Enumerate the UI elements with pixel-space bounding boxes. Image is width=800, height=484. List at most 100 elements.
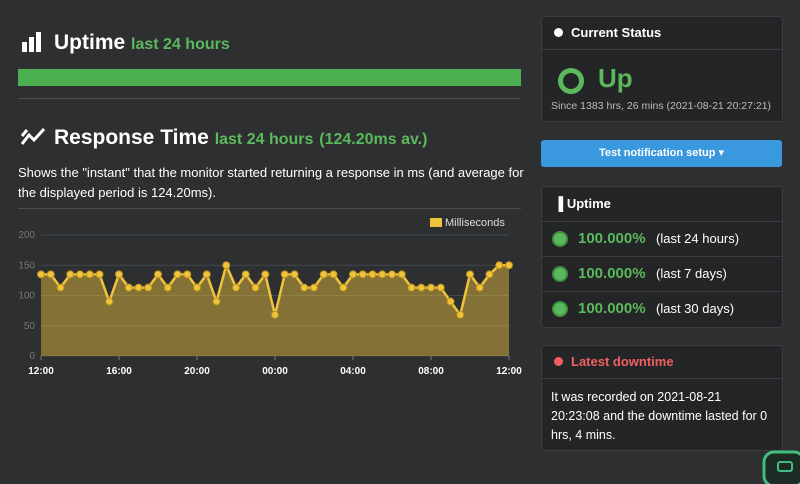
uptime-bar	[18, 69, 521, 86]
title: Uptime	[566, 196, 611, 211]
point	[475, 283, 484, 292]
point	[115, 270, 123, 279]
status-panel: Current Status Up Since 1383 hrs, 26 min…	[541, 16, 783, 122]
point	[251, 283, 260, 292]
uptime-rows: 100.000% (last 24 hours) 100.000% (last 7 d…	[542, 222, 782, 326]
uptime-title: Uptime last 24 hours	[54, 31, 230, 55]
uptime-value: 100.000%	[578, 230, 646, 247]
point	[310, 283, 318, 292]
uptime-value: 100.000%	[578, 265, 646, 282]
legend-swatch	[430, 218, 442, 227]
point	[368, 270, 377, 279]
point	[232, 283, 240, 292]
point	[134, 283, 143, 292]
x-tick-label: 12:00	[496, 366, 522, 377]
point	[378, 270, 387, 279]
point	[173, 270, 182, 279]
uptime-row: 100.000% (last 7 days)	[542, 257, 782, 292]
y-tick-label: 50	[24, 321, 36, 332]
average: (124.20ms av.)	[319, 131, 428, 148]
notification-button[interactable]: Test notification setup ▾	[541, 140, 782, 167]
point	[271, 310, 279, 319]
point	[349, 270, 357, 279]
point	[485, 270, 494, 279]
response-title: Response Time last 24 hours (124.20ms av…	[54, 126, 427, 150]
area	[41, 265, 509, 356]
point	[95, 270, 104, 279]
description: Shows the "instant" that the monitor sta…	[18, 165, 524, 200]
icon	[554, 28, 563, 37]
point	[495, 261, 504, 270]
y-tick-label: 100	[18, 291, 35, 302]
panel-header: Current Status	[542, 17, 782, 50]
point	[85, 270, 94, 279]
x-tick-label: 12:00	[28, 366, 54, 377]
point	[261, 270, 270, 279]
point	[446, 297, 455, 306]
panel-header: ▐ Uptime	[542, 187, 782, 222]
legend-label: Milliseconds	[445, 217, 505, 229]
point	[56, 283, 65, 292]
icon	[554, 268, 566, 280]
point	[397, 270, 406, 279]
point	[163, 283, 172, 292]
point	[456, 310, 465, 319]
divider	[18, 208, 521, 209]
bar-icon	[22, 32, 41, 52]
point	[300, 283, 309, 292]
point	[241, 270, 250, 279]
point	[105, 297, 114, 306]
point	[339, 283, 348, 292]
point	[417, 283, 426, 292]
period: last 24 hours	[131, 36, 230, 53]
uptime-period: (last 7 days)	[656, 266, 727, 281]
point	[407, 283, 416, 292]
uptime-value: 100.000%	[578, 300, 646, 317]
button-label: Test notification setup	[598, 147, 716, 159]
chat-button[interactable]	[760, 446, 800, 484]
point	[212, 297, 221, 306]
x-tick-label: 00:00	[262, 366, 288, 377]
point	[154, 270, 162, 279]
status-state: Up	[598, 63, 633, 93]
point	[144, 283, 153, 292]
title: Response Time	[54, 126, 209, 149]
x-tick-label: 04:00	[340, 366, 366, 377]
point	[427, 283, 435, 292]
period: last 24 hours	[214, 131, 314, 148]
icon	[554, 357, 563, 366]
status-icon	[558, 68, 584, 94]
point	[329, 270, 338, 279]
downtime-text: It was recorded on 2021-08-21 20:23:08 a…	[551, 390, 768, 442]
divider	[18, 98, 521, 99]
x-tick-label: 16:00	[106, 366, 132, 377]
x-tick-label: 08:00	[418, 366, 444, 377]
point	[66, 270, 75, 279]
status-since: Since 1383 hrs, 26 mins (2021-08-21 20:2…	[551, 100, 772, 112]
downtime-panel: Latest downtime It was recorded on 2021-…	[541, 345, 783, 451]
point	[37, 270, 45, 279]
title: Current Status	[571, 25, 662, 40]
line-icon	[20, 127, 46, 145]
point	[290, 270, 299, 279]
chart: 0 50 100 150 200 12:00 16:00 20:00 00:00 04:00 08:…	[18, 217, 522, 377]
point	[183, 270, 192, 279]
point	[280, 270, 289, 279]
title: Latest downtime	[571, 354, 674, 369]
icon	[554, 303, 566, 315]
point	[388, 270, 396, 279]
panel-header: Latest downtime	[542, 346, 782, 379]
point	[358, 270, 367, 279]
point	[124, 283, 133, 292]
point	[466, 270, 474, 279]
x-tick-label: 20:00	[184, 366, 210, 377]
uptime-panel: ▐ Uptime 100.000% (last 24 hours) 100.000%…	[541, 186, 783, 328]
title: Uptime	[54, 31, 126, 54]
y-tick-label: 200	[18, 230, 35, 241]
point	[222, 261, 231, 270]
y-tick-label: 150	[18, 260, 35, 271]
point	[202, 270, 211, 279]
uptime-row: 100.000% (last 24 hours)	[542, 222, 782, 257]
y-tick-label: 0	[29, 351, 35, 362]
